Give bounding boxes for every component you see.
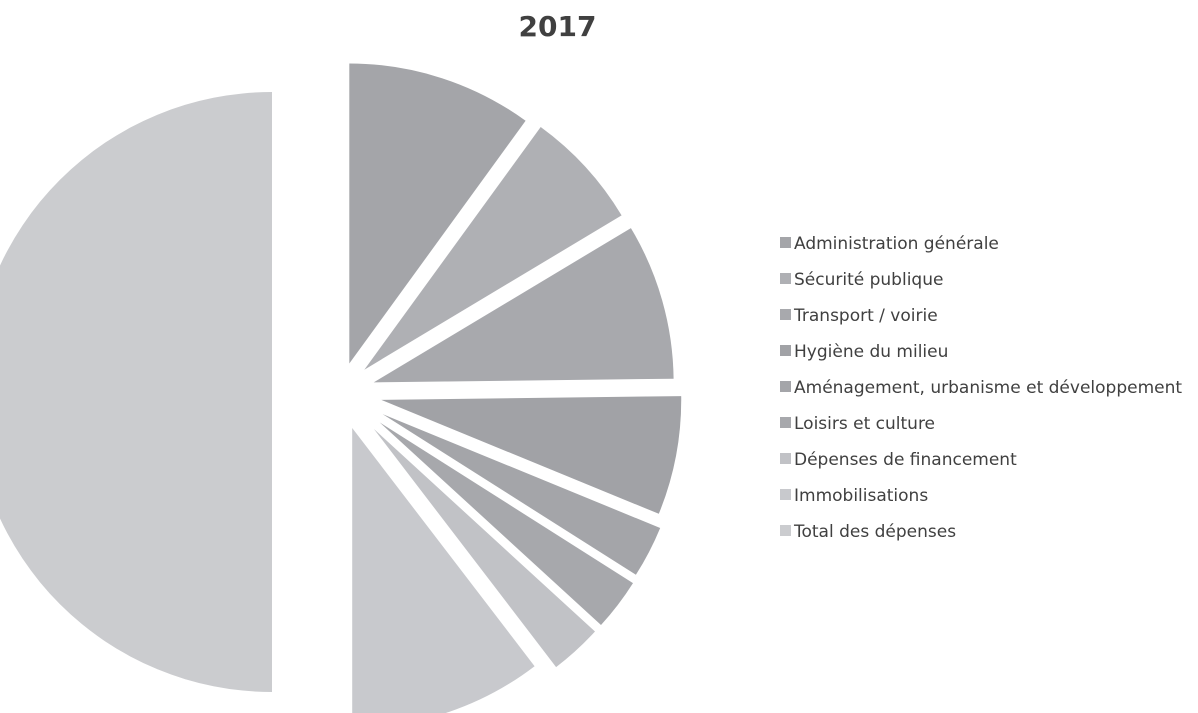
legend-label: Aménagement, urbanisme et développement [794,378,1183,398]
legend-item: Total des dépenses [780,518,1182,554]
legend-item: Dépenses de financement [780,446,1182,482]
legend-swatch [780,273,791,284]
legend-swatch [780,453,791,464]
legend-label: Dépenses de financement [794,450,1017,470]
legend-label: Immobilisations [794,486,929,506]
legend-swatch [780,237,791,248]
legend: Administration générale Sécurité publique… [780,230,1182,554]
legend-item: Hygiène du milieu [780,338,1182,374]
pie-slice-9 [0,92,272,692]
legend-item: Aménagement, urbanisme et développement [780,374,1182,410]
legend-swatch [780,417,791,428]
legend-swatch [780,381,791,392]
pie-slice-7 [373,428,595,668]
pie-slice-1 [349,63,526,364]
legend-label: Loisirs et culture [794,414,936,434]
legend-label: Total des dépenses [794,522,957,542]
pie-slice-6 [379,422,633,625]
legend-swatch [780,525,791,536]
legend-item: Administration générale [780,230,1182,266]
legend-item: Transport / voirie [780,302,1182,338]
legend-label: Transport / voirie [794,306,938,326]
pie-slice-5 [382,414,661,575]
pie-slice-3 [373,228,674,383]
legend-label: Sécurité publique [794,270,944,290]
legend-swatch [780,345,791,356]
legend-swatch [780,489,791,500]
legend-item: Loisirs et culture [780,410,1182,446]
pie-slice-2 [364,127,622,370]
pie-slice-8 [352,428,535,713]
legend-item: Sécurité publique [780,266,1182,302]
legend-swatch [780,309,791,320]
chart-title: 2017 [518,10,597,43]
legend-item: Immobilisations [780,482,1182,518]
legend-label: Administration générale [794,234,999,254]
legend-label: Hygiène du milieu [794,342,949,362]
pie-slice-4 [381,396,682,514]
